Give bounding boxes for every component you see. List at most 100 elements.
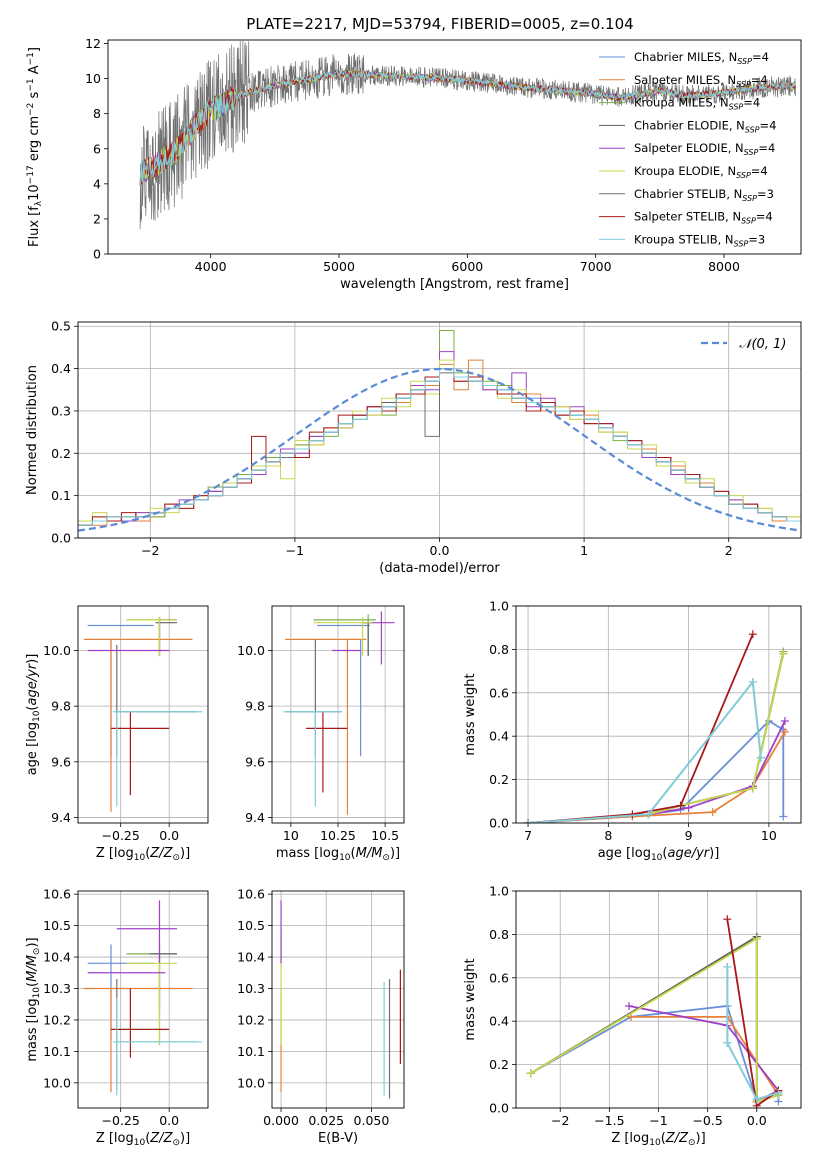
label-part: −1 bbox=[26, 78, 36, 91]
x-tick-label: 2 bbox=[725, 543, 733, 558]
label-part: age [log bbox=[25, 722, 40, 775]
plot-area-weight-vs-age bbox=[524, 630, 789, 823]
x-axis-label: (data-model)/error bbox=[379, 561, 500, 576]
label-part: ( bbox=[145, 1131, 150, 1146]
legend-text: Kroupa MILES, N bbox=[634, 96, 729, 110]
y-axis-label: Flux [fλ10−17 erg cm−2 s−1 A−1] bbox=[26, 47, 44, 247]
legend-count: =4 bbox=[760, 118, 777, 132]
weight-marker-kroupa-stelib bbox=[723, 1038, 732, 1047]
weight-marker-kroupa-elodie bbox=[752, 934, 761, 943]
y-tick-label: 0.3 bbox=[51, 403, 71, 418]
weight-marker-kroupa-stelib bbox=[524, 819, 533, 823]
label-part: )] bbox=[696, 1131, 706, 1146]
x-tick-label: 6000 bbox=[451, 259, 483, 274]
legend-label-salpeter-stelib: Salpeter STELIB, NSSP=4 bbox=[634, 210, 773, 226]
legend-text: Salpeter ELODIE, N bbox=[634, 141, 744, 155]
x-axis-label: Z [log10(Z/Z⊙)] bbox=[96, 846, 190, 863]
y-tick-label: 0.4 bbox=[489, 1014, 509, 1029]
y-tick-label: 0.1 bbox=[51, 488, 71, 503]
weight-marker-salpeter-miles bbox=[780, 727, 789, 736]
normal-reference-curve bbox=[78, 367, 801, 532]
legend-sub: SSP bbox=[737, 57, 752, 66]
y-axis-label-group: mass weight bbox=[463, 673, 478, 755]
y-tick-label: 8 bbox=[93, 106, 101, 121]
x-tick-label: 10.5 bbox=[371, 828, 399, 843]
label-part: age [log bbox=[598, 846, 651, 861]
legend-count: =4 bbox=[756, 210, 773, 224]
label-part: −1 bbox=[26, 52, 36, 65]
label-part: 10 bbox=[651, 853, 663, 863]
y-tick-label: 6 bbox=[93, 141, 101, 156]
spectrum-line-kroupa-stelib bbox=[139, 69, 796, 186]
legend-count: =4 bbox=[752, 50, 769, 64]
y-tick-label: 0 bbox=[93, 247, 101, 262]
y-tick-label: 10.3 bbox=[237, 981, 265, 996]
weight-marker-salpeter-stelib bbox=[723, 915, 732, 924]
label-part: 10 bbox=[32, 987, 42, 999]
y-tick-label: 9.6 bbox=[245, 754, 265, 769]
weight-marker-kroupa-elodie bbox=[748, 784, 757, 793]
y-tick-label: 9.4 bbox=[51, 810, 71, 825]
x-axis-label: Z [log10(Z/Z⊙)] bbox=[96, 1131, 190, 1148]
y-tick-label: 4 bbox=[93, 176, 101, 191]
x-tick-label: 0.0 bbox=[747, 1113, 767, 1128]
y-tick-label: 9.8 bbox=[51, 699, 71, 714]
legend-label-kroupa-elodie: Kroupa ELODIE, NSSP=4 bbox=[634, 164, 768, 180]
panel-mass-vs-EBV: 0.000 0.025 0.050 10.0 10.1 10.2 10.3 10.4 10.5 1… bbox=[237, 887, 405, 1146]
axes-frame bbox=[107, 39, 802, 255]
y-tick-label: 0.0 bbox=[489, 816, 509, 831]
label-part: )] bbox=[25, 654, 40, 664]
legend-label-normal: 𝒩(0, 1) bbox=[739, 337, 786, 352]
legend-count: =4 bbox=[751, 73, 768, 87]
axes-frame bbox=[515, 890, 802, 1109]
y-tick-label: 10 bbox=[85, 71, 101, 86]
x-tick-label: 7000 bbox=[580, 259, 612, 274]
weight-marker-kroupa-elodie bbox=[779, 649, 788, 658]
x-axis-label: E(B-V) bbox=[318, 1131, 358, 1146]
axes-frame bbox=[515, 605, 802, 824]
plot-area-age-vs-Z bbox=[83, 617, 203, 812]
y-tick-label: 10.0 bbox=[237, 643, 265, 658]
x-tick-label: 10 bbox=[761, 828, 777, 843]
legend-sub: SSP bbox=[729, 103, 744, 112]
y-tick-label: 0.5 bbox=[51, 319, 71, 334]
y-tick-label: 10.5 bbox=[237, 918, 265, 933]
legend-count: =3 bbox=[757, 187, 774, 201]
label-part: ( bbox=[145, 846, 150, 861]
y-tick-label: 0.2 bbox=[489, 772, 509, 787]
y-tick-label: 0.8 bbox=[489, 927, 509, 942]
legend-label-kroupa-miles: Kroupa MILES, NSSP=4 bbox=[634, 96, 760, 112]
figure-title: PLATE=2217, MJD=53794, FIBERID=0005, z=0… bbox=[246, 15, 633, 33]
plot-area-age-vs-mass bbox=[283, 611, 395, 815]
y-tick-label: 1.0 bbox=[489, 599, 509, 614]
weight-marker-salpeter-elodie bbox=[684, 803, 693, 812]
legend-sub: SSP bbox=[734, 239, 749, 248]
y-tick-label: 0.4 bbox=[51, 361, 71, 376]
weight-marker-kroupa-stelib bbox=[644, 810, 653, 819]
legend-sub: SSP bbox=[736, 80, 751, 89]
plot-area-weight-vs-Z bbox=[526, 915, 783, 1108]
legend-label-salpeter-miles: Salpeter MILES, NSSP=4 bbox=[634, 73, 768, 89]
y-tick-label: 10.2 bbox=[237, 1012, 265, 1027]
label-part: ( bbox=[661, 1131, 666, 1146]
x-axis-label: mass [log10(M/M⊙)] bbox=[276, 846, 400, 863]
y-axis-label: mass weight bbox=[463, 673, 478, 755]
x-tick-label: 8000 bbox=[708, 259, 740, 274]
label-part: mass [log bbox=[276, 846, 339, 861]
label-part: mass [log bbox=[25, 998, 40, 1061]
axes-frame bbox=[77, 321, 802, 539]
x-tick-label: −2 bbox=[141, 543, 159, 558]
label-part: Z/Z bbox=[149, 1131, 173, 1146]
axes-frame bbox=[77, 605, 209, 824]
label-part: age/yr bbox=[667, 846, 710, 861]
weight-marker-salpeter-elodie bbox=[625, 1002, 634, 1011]
x-tick-label: 10.25 bbox=[320, 828, 356, 843]
y-tick-label: 10.6 bbox=[43, 887, 71, 902]
x-axis-label: age [log10(age/yr)] bbox=[598, 846, 720, 863]
label-part: 10 bbox=[134, 1138, 146, 1148]
y-tick-label: 10.2 bbox=[43, 1012, 71, 1027]
legend-text: Chabrier ELODIE, N bbox=[634, 118, 745, 132]
label-part: age/yr bbox=[25, 662, 40, 705]
